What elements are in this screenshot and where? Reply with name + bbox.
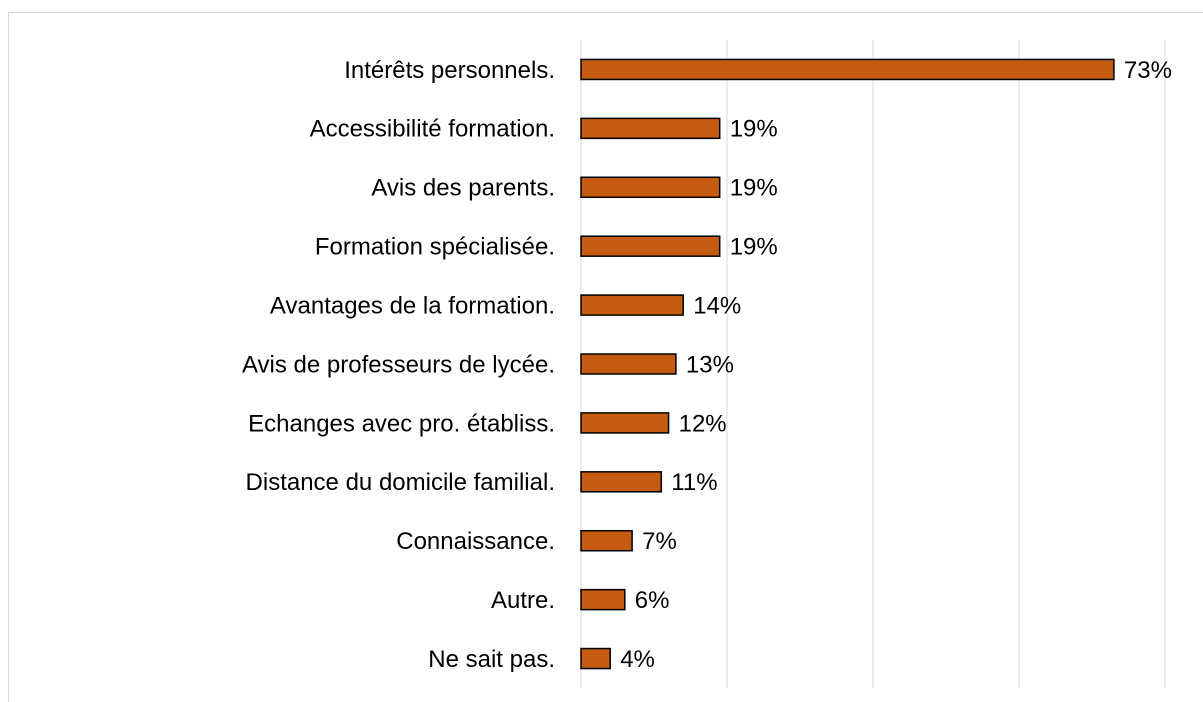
data-label: 7% bbox=[642, 528, 677, 555]
y-tick-label: Intérêts personnels. bbox=[344, 57, 555, 84]
data-label: 12% bbox=[679, 410, 727, 437]
data-label: 73% bbox=[1124, 57, 1172, 84]
y-tick-label: Connaissance. bbox=[396, 528, 555, 555]
data-label: 19% bbox=[730, 175, 778, 202]
bar bbox=[580, 353, 677, 375]
data-label: 13% bbox=[686, 351, 734, 378]
y-tick-label: Formation spécialisée. bbox=[315, 234, 555, 261]
y-tick-label: Distance du domicile familial. bbox=[246, 469, 555, 496]
bar bbox=[580, 117, 721, 140]
bar bbox=[580, 176, 721, 199]
y-tick-label: Avis de professeurs de lycée. bbox=[242, 351, 555, 378]
data-label: 4% bbox=[620, 646, 655, 673]
bar bbox=[580, 471, 663, 493]
chart-border bbox=[8, 12, 1203, 702]
bar bbox=[580, 588, 626, 611]
y-tick-label: Echanges avec pro. établiss. bbox=[248, 410, 555, 437]
bar bbox=[580, 235, 721, 257]
data-label: 19% bbox=[730, 116, 778, 143]
y-tick-label: Accessibilité formation. bbox=[310, 116, 555, 143]
data-label: 19% bbox=[730, 234, 778, 261]
data-label: 14% bbox=[693, 292, 741, 319]
y-tick-label: Avantages de la formation. bbox=[270, 292, 555, 319]
y-tick-label: Ne sait pas. bbox=[428, 646, 555, 673]
data-label: 11% bbox=[671, 469, 717, 496]
bar bbox=[580, 58, 1115, 81]
bar bbox=[580, 529, 633, 552]
bar bbox=[580, 412, 670, 434]
y-tick-label: Autre. bbox=[491, 587, 555, 614]
data-label: 6% bbox=[635, 587, 670, 614]
bar bbox=[580, 647, 611, 670]
bar bbox=[580, 294, 684, 316]
y-tick-label: Avis des parents. bbox=[371, 175, 555, 202]
